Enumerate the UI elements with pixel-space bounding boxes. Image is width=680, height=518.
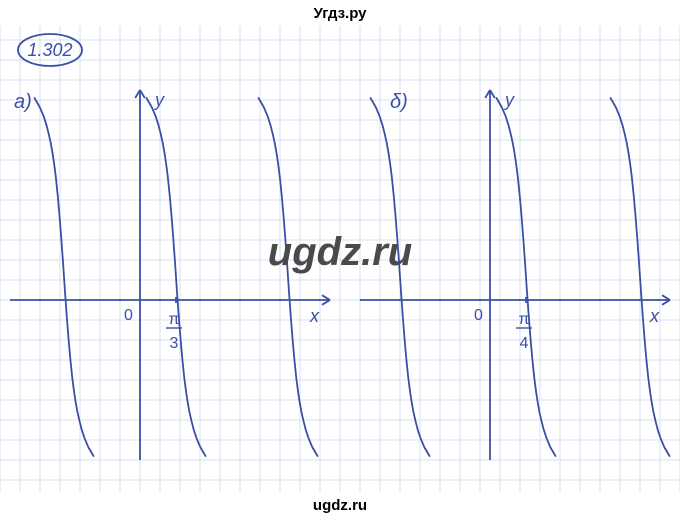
header-text: Угдз.ру	[313, 5, 366, 22]
site-header: Угдз.ру	[0, 0, 680, 26]
footer-text: ugdz.ru	[313, 497, 367, 514]
chart-b: δ)yx0π4	[360, 90, 670, 460]
site-footer: ugdz.ru	[0, 492, 680, 518]
chart-a: a)yx0π3	[10, 90, 330, 460]
problem-number: 1.302	[27, 40, 72, 60]
svg-text:4: 4	[520, 335, 529, 352]
svg-text:a): a)	[14, 91, 32, 113]
watermark-text: ugdz.ru	[268, 230, 412, 274]
svg-text:3: 3	[170, 335, 179, 352]
svg-text:0: 0	[124, 307, 133, 324]
svg-text:y: y	[503, 90, 515, 110]
watermark: ugdz.ru	[268, 230, 412, 275]
svg-text:x: x	[649, 306, 660, 326]
svg-text:0: 0	[474, 307, 483, 324]
svg-text:y: y	[153, 90, 165, 110]
svg-text:δ): δ)	[390, 91, 408, 113]
svg-text:x: x	[309, 306, 320, 326]
page-root: Угдз.ру 1.302 a)yx0π3 δ)yx0π4 ugdz.ru ug…	[0, 0, 680, 518]
